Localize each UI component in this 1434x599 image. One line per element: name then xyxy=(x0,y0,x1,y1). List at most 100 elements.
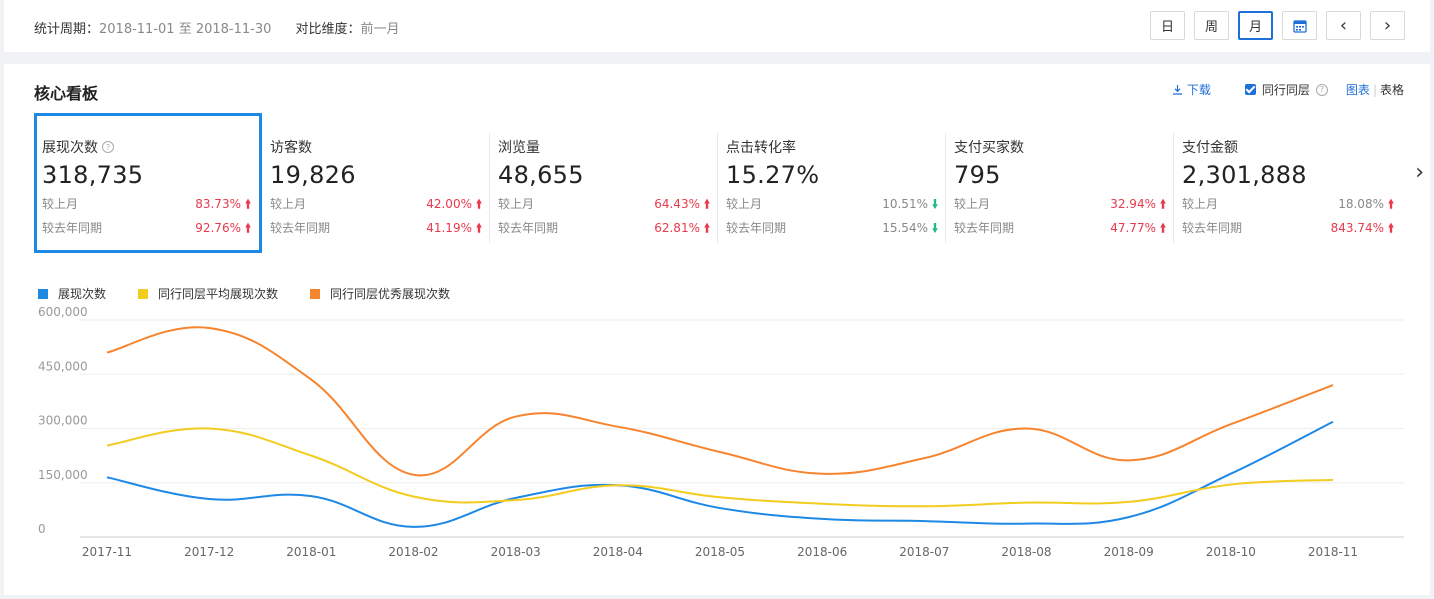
metric-mom-row: 较上月 18.08% 🠙 xyxy=(1182,195,1394,216)
legend-swatch xyxy=(138,288,149,299)
arrow-up-icon: 🠙 xyxy=(244,197,251,211)
legend-item[interactable]: 展现次数 xyxy=(38,285,106,302)
metric-yoy-label: 较去年同期 xyxy=(1182,221,1243,235)
metric-yoy-pct: 47.77% xyxy=(1110,221,1156,235)
card-divider xyxy=(489,133,490,243)
metric-card-click-conversion[interactable]: 点击转化率 15.27% 较上月 10.51% 🠛 较去年同期 15.54% 🠛 xyxy=(718,113,946,253)
metric-mom-label: 较上月 xyxy=(42,197,79,211)
next-period-button[interactable]: › xyxy=(1370,11,1405,40)
metric-name: 访客数 xyxy=(270,140,312,156)
metric-yoy-pct: 62.81% xyxy=(654,221,700,235)
metric-value: 19,826 xyxy=(270,161,356,189)
y-tick-label: 150,000 xyxy=(38,468,88,482)
metric-mom-label: 较上月 xyxy=(726,197,763,211)
card-divider xyxy=(717,133,718,243)
metric-value: 318,735 xyxy=(42,161,144,189)
x-tick-label: 2018-03 xyxy=(491,545,541,559)
arrow-up-icon: 🠙 xyxy=(1159,221,1166,235)
x-tick-label: 2018-07 xyxy=(899,545,949,559)
peer-checkbox[interactable]: 同行同层 ? xyxy=(1244,81,1328,98)
metric-yoy-row: 较去年同期 41.19% 🠙 xyxy=(270,219,482,240)
arrow-up-icon: 🠙 xyxy=(475,221,482,235)
download-icon xyxy=(1172,85,1182,95)
x-tick-label: 2018-04 xyxy=(593,545,643,559)
x-tick-label: 2018-05 xyxy=(695,545,745,559)
metric-mom-pct: 83.73% xyxy=(195,197,241,211)
x-tick-label: 2017-11 xyxy=(82,545,132,559)
chart-legend: 展现次数 同行同层平均展现次数 同行同层优秀展现次数 xyxy=(38,285,450,302)
help-icon[interactable]: ? xyxy=(102,141,114,153)
month-button[interactable]: 月 xyxy=(1238,11,1273,40)
top-toolbar: 统计周期：2018-11-01 至 2018-11-30 对比维度：前一月 日 … xyxy=(4,0,1430,52)
metric-yoy-pct: 92.76% xyxy=(195,221,241,235)
metric-card-payment-amount[interactable]: 支付金额 2,301,888 较上月 18.08% 🠙 较去年同期 843.74%… xyxy=(1174,113,1402,253)
x-tick-label: 2018-11 xyxy=(1308,545,1358,559)
metric-value: 2,301,888 xyxy=(1182,161,1307,189)
metric-yoy-row: 较去年同期 47.77% 🠙 xyxy=(954,219,1166,240)
chevron-right-icon: › xyxy=(1415,160,1424,185)
chevron-right-icon: › xyxy=(1383,15,1392,36)
arrow-down-icon: 🠛 xyxy=(931,221,938,235)
peer-label: 同行同层 xyxy=(1261,83,1310,97)
metric-card-pageviews[interactable]: 浏览量 48,655 较上月 64.43% 🠙 较去年同期 62.81% 🠙 xyxy=(490,113,718,253)
metric-yoy-label: 较去年同期 xyxy=(954,221,1015,235)
legend-item[interactable]: 同行同层平均展现次数 xyxy=(138,285,278,302)
metric-yoy-row: 较去年同期 15.54% 🠛 xyxy=(726,219,938,240)
metric-mom-pct: 64.43% xyxy=(654,197,700,211)
arrow-up-icon: 🠙 xyxy=(475,197,482,211)
period-label: 统计周期： xyxy=(34,22,100,37)
view-table-link[interactable]: 表格 xyxy=(1379,83,1404,97)
period-info: 统计周期：2018-11-01 至 2018-11-30 对比维度：前一月 xyxy=(34,18,400,37)
metric-card-impressions[interactable]: 展现次数 ? 318,735 较上月 83.73% 🠙 较去年同期 92.76% 🠙 xyxy=(34,113,262,253)
metric-mom-row: 较上月 83.73% 🠙 xyxy=(42,195,251,216)
metric-mom-label: 较上月 xyxy=(270,197,307,211)
compare-value: 前一月 xyxy=(360,22,400,37)
x-tick-label: 2018-10 xyxy=(1206,545,1256,559)
metric-yoy-label: 较去年同期 xyxy=(498,221,559,235)
metric-value: 795 xyxy=(954,161,1001,189)
metric-value: 15.27% xyxy=(726,161,820,189)
metric-mom-pct: 32.94% xyxy=(1110,197,1156,211)
metric-value: 48,655 xyxy=(498,161,584,189)
prev-period-button[interactable]: ‹ xyxy=(1326,11,1361,40)
view-chart-link[interactable]: 图表 xyxy=(1345,83,1370,97)
download-link[interactable]: 下载 xyxy=(1172,81,1211,98)
view-toggle: 图表 | 表格 xyxy=(1346,81,1404,98)
metric-mom-pct: 42.00% xyxy=(426,197,472,211)
week-button[interactable]: 周 xyxy=(1194,11,1229,40)
metric-name: 点击转化率 xyxy=(726,140,796,156)
calendar-button[interactable] xyxy=(1282,11,1317,40)
period-value: 2018-11-01 至 2018-11-30 xyxy=(99,22,272,37)
x-tick-label: 2017-12 xyxy=(184,545,234,559)
metric-card-paying-buyers[interactable]: 支付买家数 795 较上月 32.94% 🠙 较去年同期 47.77% 🠙 xyxy=(946,113,1174,253)
metric-card-visitors[interactable]: 访客数 19,826 较上月 42.00% 🠙 较去年同期 41.19% 🠙 xyxy=(262,113,490,253)
metric-mom-label: 较上月 xyxy=(498,197,535,211)
arrow-up-icon: 🠙 xyxy=(703,221,710,235)
legend-label: 展现次数 xyxy=(58,287,107,301)
y-tick-label: 450,000 xyxy=(38,359,88,373)
arrow-up-icon: 🠙 xyxy=(703,197,710,211)
x-tick-label: 2018-01 xyxy=(286,545,336,559)
metric-mom-row: 较上月 64.43% 🠙 xyxy=(498,195,710,216)
help-icon[interactable]: ? xyxy=(1315,83,1328,96)
legend-swatch xyxy=(310,288,321,299)
x-tick-label: 2018-06 xyxy=(797,545,847,559)
checkbox-checked-icon xyxy=(1244,84,1256,95)
metric-yoy-pct: 843.74% xyxy=(1330,221,1384,235)
chevron-left-icon: ‹ xyxy=(1339,15,1348,36)
core-dashboard-panel: 核心看板 下载 同行同层 ? 图表 | 表格 展现次数 ? 318,735 较上月 … xyxy=(4,64,1430,595)
next-metrics-arrow[interactable]: › xyxy=(1415,160,1424,185)
day-button[interactable]: 日 xyxy=(1150,11,1185,40)
metric-yoy-pct: 41.19% xyxy=(426,221,472,235)
metric-mom-pct: 18.08% xyxy=(1338,197,1384,211)
panel-tools: 下载 同行同层 ? 图表 | 表格 xyxy=(1172,81,1404,98)
metric-mom-pct: 10.51% xyxy=(882,197,928,211)
metric-name: 浏览量 xyxy=(498,140,540,156)
metric-mom-row: 较上月 32.94% 🠙 xyxy=(954,195,1166,216)
x-tick-label: 2018-08 xyxy=(1001,545,1051,559)
legend-item[interactable]: 同行同层优秀展现次数 xyxy=(310,285,450,302)
series-line-2 xyxy=(106,326,1334,477)
arrow-up-icon: 🠙 xyxy=(1387,197,1394,211)
metric-yoy-row: 较去年同期 92.76% 🠙 xyxy=(42,219,251,240)
calendar-icon xyxy=(1292,19,1307,33)
